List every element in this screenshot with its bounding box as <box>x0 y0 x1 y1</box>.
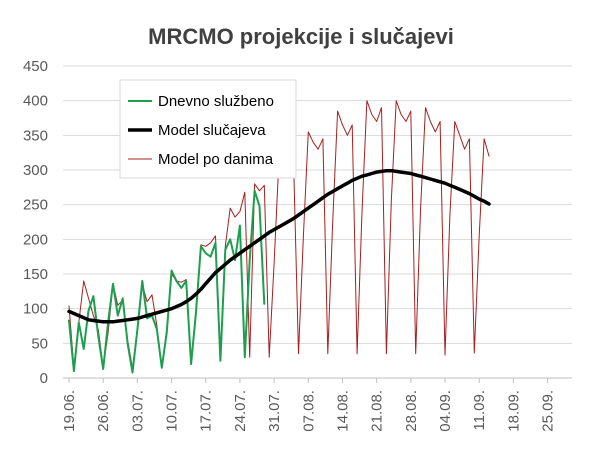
series-line-dnevno <box>68 189 266 374</box>
y-tick-label: 250 <box>23 197 48 214</box>
x-tick-label: 24.07. <box>232 390 249 432</box>
y-tick-label: 150 <box>23 266 48 283</box>
y-tick-label: 50 <box>31 335 48 352</box>
y-tick-label: 350 <box>23 127 48 144</box>
x-tick-label: 21.08. <box>369 390 386 432</box>
legend-label-model-slucajeva: Model slučajeva <box>158 122 266 139</box>
x-tick-label: 31.07. <box>266 390 283 432</box>
x-tick-label: 25.09. <box>540 390 557 432</box>
chart-title: MRCMO projekcije i slučajevi <box>148 24 454 49</box>
y-tick-layer: 0 50 100 150 200 250 300 350 400 450 <box>23 58 48 387</box>
series-line-model-slucajeva <box>67 168 491 324</box>
x-tick-label: 11.09. <box>471 390 488 431</box>
y-tick-label: 0 <box>40 370 48 387</box>
y-tick-label: 100 <box>23 301 48 318</box>
x-tick-label: 03.07. <box>129 390 146 432</box>
x-tick-label: 04.09. <box>437 390 454 432</box>
x-tick-label: 28.08. <box>403 390 420 432</box>
legend: Dnevno službeno Model slučajeva Model po… <box>119 79 297 179</box>
legend-label-dnevno: Dnevno službeno <box>158 93 274 110</box>
y-tick-label: 300 <box>23 162 48 179</box>
x-tick-layer: 19.06. 26.06. 03.07. 10.07. 17.07. 24.07. 31.0… <box>61 378 557 432</box>
legend-label-model-po-danima: Model po danima <box>158 151 274 168</box>
x-tick-label: 14.08. <box>334 390 351 432</box>
x-tick-label: 07.08. <box>300 390 317 432</box>
x-tick-label: 10.07. <box>164 390 181 432</box>
y-tick-label: 400 <box>23 93 48 110</box>
x-tick-label: 26.06. <box>95 390 112 432</box>
x-tick-label: 19.06. <box>61 390 78 432</box>
x-tick-label: 17.07. <box>198 390 215 432</box>
y-tick-label: 200 <box>23 231 48 248</box>
x-tick-label: 18.09. <box>505 390 522 432</box>
y-tick-label: 450 <box>23 58 48 75</box>
